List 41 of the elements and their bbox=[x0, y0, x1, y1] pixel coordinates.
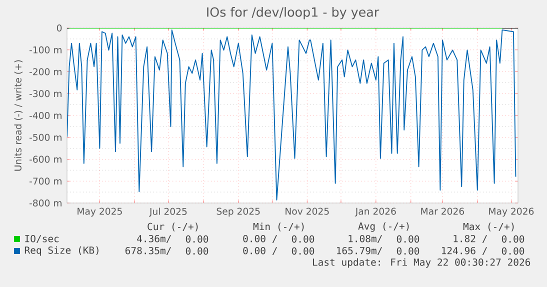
x-tick-label: May 2025 bbox=[78, 208, 122, 217]
y-axis-title: Units read (-) / write (+) bbox=[14, 60, 23, 171]
text: Cur (-/+) bbox=[148, 222, 198, 232]
legend-label: IO/sec bbox=[25, 234, 59, 244]
text: 1.82 / bbox=[454, 234, 487, 244]
x-tick-label: Nov 2025 bbox=[286, 208, 329, 215]
y-tick-label: -600 m bbox=[30, 156, 62, 163]
y-tick-label: -400 m bbox=[30, 112, 62, 120]
y-tick-label: -800 m bbox=[30, 199, 62, 207]
text: 0.00 bbox=[502, 247, 524, 255]
y-tick-label: 0 bbox=[56, 24, 62, 32]
text: 0.00 bbox=[186, 247, 208, 255]
text: 165.79m/ bbox=[337, 246, 382, 256]
y-tick-label: -500 m bbox=[30, 134, 62, 141]
text: 0.00 bbox=[396, 247, 420, 255]
text: 4.36m/ bbox=[137, 234, 171, 244]
chart-title: IOs for /dev/loop1 - by year bbox=[207, 7, 380, 20]
x-tick-label: Sep 2025 bbox=[216, 208, 260, 217]
text: 0.00 bbox=[292, 247, 314, 255]
x-tick-label: May 2026 bbox=[489, 208, 534, 217]
text: 0.00 / bbox=[243, 234, 277, 244]
text: 678.35m/ bbox=[125, 246, 171, 256]
y-tick-label: -200 m bbox=[30, 68, 62, 76]
legend-label: Req Size (KB) bbox=[24, 246, 98, 256]
x-tick-label: Jan 2026 bbox=[354, 208, 396, 216]
y-tick-label: -100 m bbox=[30, 46, 62, 54]
text: Min (-/+) bbox=[253, 222, 304, 232]
text: 0.00 bbox=[292, 235, 314, 243]
text: 0.00 bbox=[396, 235, 420, 243]
text: Max (-/+) bbox=[463, 222, 514, 232]
text: 0.00 bbox=[502, 235, 524, 243]
text: 124.96 / bbox=[442, 246, 487, 256]
text: 0.00 bbox=[186, 235, 208, 243]
x-tick-label: Mar 2026 bbox=[421, 208, 464, 215]
text: Avg (-/+) bbox=[358, 222, 409, 232]
text: Last update: Fri May 22 00:30:27 2026 bbox=[312, 258, 530, 268]
y-tick-label: -300 m bbox=[30, 90, 62, 98]
text: 1.08m/ bbox=[348, 234, 382, 244]
text: 0.00 / bbox=[243, 246, 277, 256]
y-tick-label: -700 m bbox=[30, 178, 62, 185]
x-tick-label: Jul 2025 bbox=[149, 208, 187, 217]
